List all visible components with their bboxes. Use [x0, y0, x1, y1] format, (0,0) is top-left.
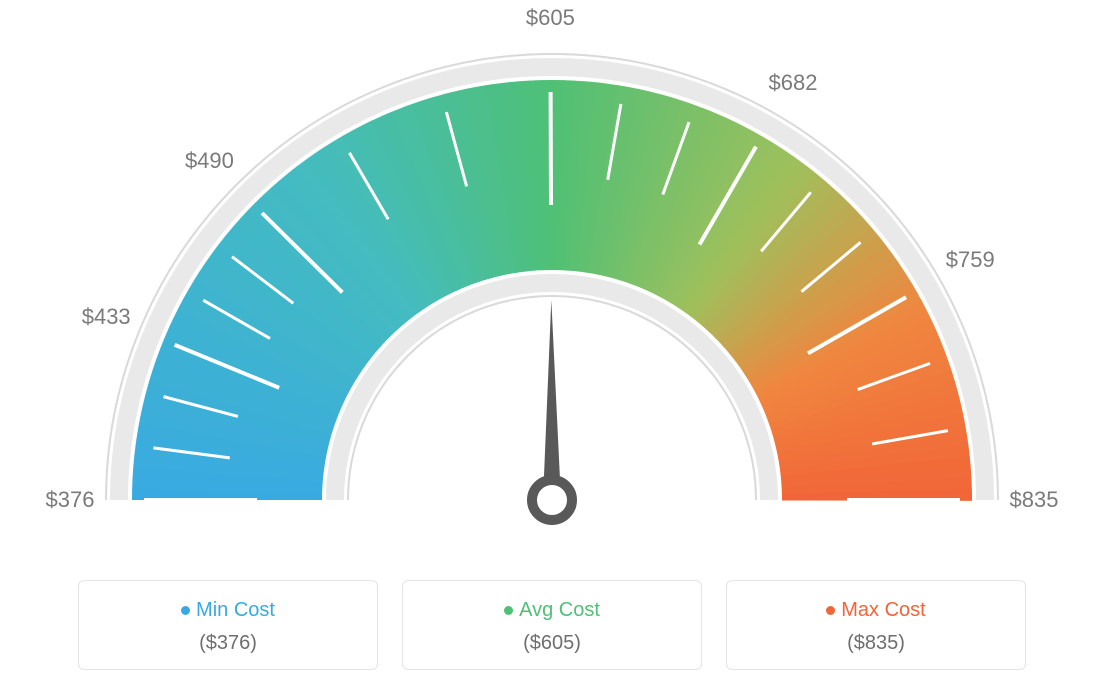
tick-label: $490: [185, 148, 234, 174]
legend-title-avg: Avg Cost: [413, 599, 691, 622]
gauge-chart: $376 $433 $490 $605 $682 $759 $835: [0, 0, 1104, 560]
legend-title-max: Max Cost: [737, 599, 1015, 622]
legend-value-max: ($835): [737, 632, 1015, 655]
tick-label: $605: [526, 5, 575, 31]
dot-max: [826, 606, 835, 615]
tick-label: $835: [1010, 487, 1059, 513]
legend-label-min: Min Cost: [196, 599, 275, 621]
legend-label-max: Max Cost: [841, 599, 925, 621]
tick-label: $682: [769, 70, 818, 96]
gauge-svg: [0, 0, 1104, 560]
legend-value-avg: ($605): [413, 632, 691, 655]
legend-card-max: Max Cost ($835): [726, 580, 1026, 670]
dot-avg: [504, 606, 513, 615]
tick-label: $376: [46, 487, 95, 513]
legend-row: Min Cost ($376) Avg Cost ($605) Max Cost…: [0, 580, 1104, 670]
tick-label: $433: [82, 304, 131, 330]
dot-min: [181, 606, 190, 615]
legend-card-avg: Avg Cost ($605): [402, 580, 702, 670]
tick-label: $759: [946, 247, 995, 273]
legend-label-avg: Avg Cost: [519, 599, 600, 621]
legend-title-min: Min Cost: [89, 599, 367, 622]
legend-value-min: ($376): [89, 632, 367, 655]
legend-card-min: Min Cost ($376): [78, 580, 378, 670]
